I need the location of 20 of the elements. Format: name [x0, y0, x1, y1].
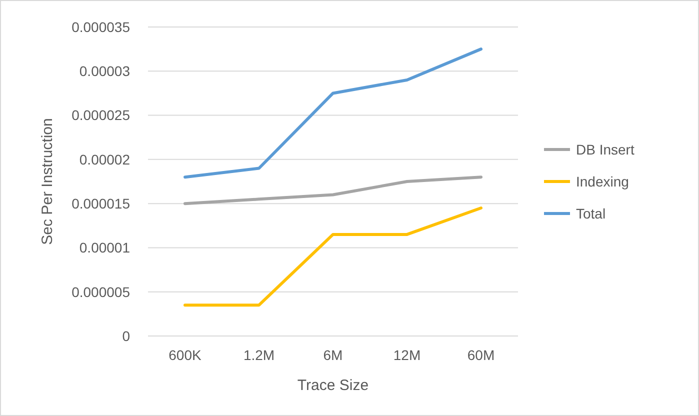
x-tick-label: 1.2M [243, 347, 275, 363]
x-tick-label: 12M [393, 347, 421, 363]
line-series [184, 48, 482, 179]
x-axis-title: Trace Size [297, 377, 369, 394]
y-tick-label: 0.00003 [79, 63, 130, 80]
x-tick-label: 600K [168, 347, 202, 363]
y-tick-label: 0.00002 [79, 151, 130, 168]
x-tick-label: 6M [323, 347, 343, 363]
legend-label: Total [576, 205, 606, 222]
y-tick-label: 0.000005 [72, 284, 130, 300]
legend-label: DB Insert [576, 141, 634, 158]
x-tick-label: 60M [467, 347, 495, 363]
y-tick-label: 0.000025 [72, 107, 130, 124]
y-tick-label: 0.000015 [72, 195, 130, 212]
y-tick-label: 0.00001 [79, 240, 130, 256]
y-tick-label: 0.000035 [72, 18, 130, 35]
y-tick-label: 0 [122, 328, 130, 344]
legend-label: Indexing [576, 173, 629, 190]
y-axis-title: Sec Per Instruction [39, 118, 56, 245]
line-series [184, 176, 482, 206]
